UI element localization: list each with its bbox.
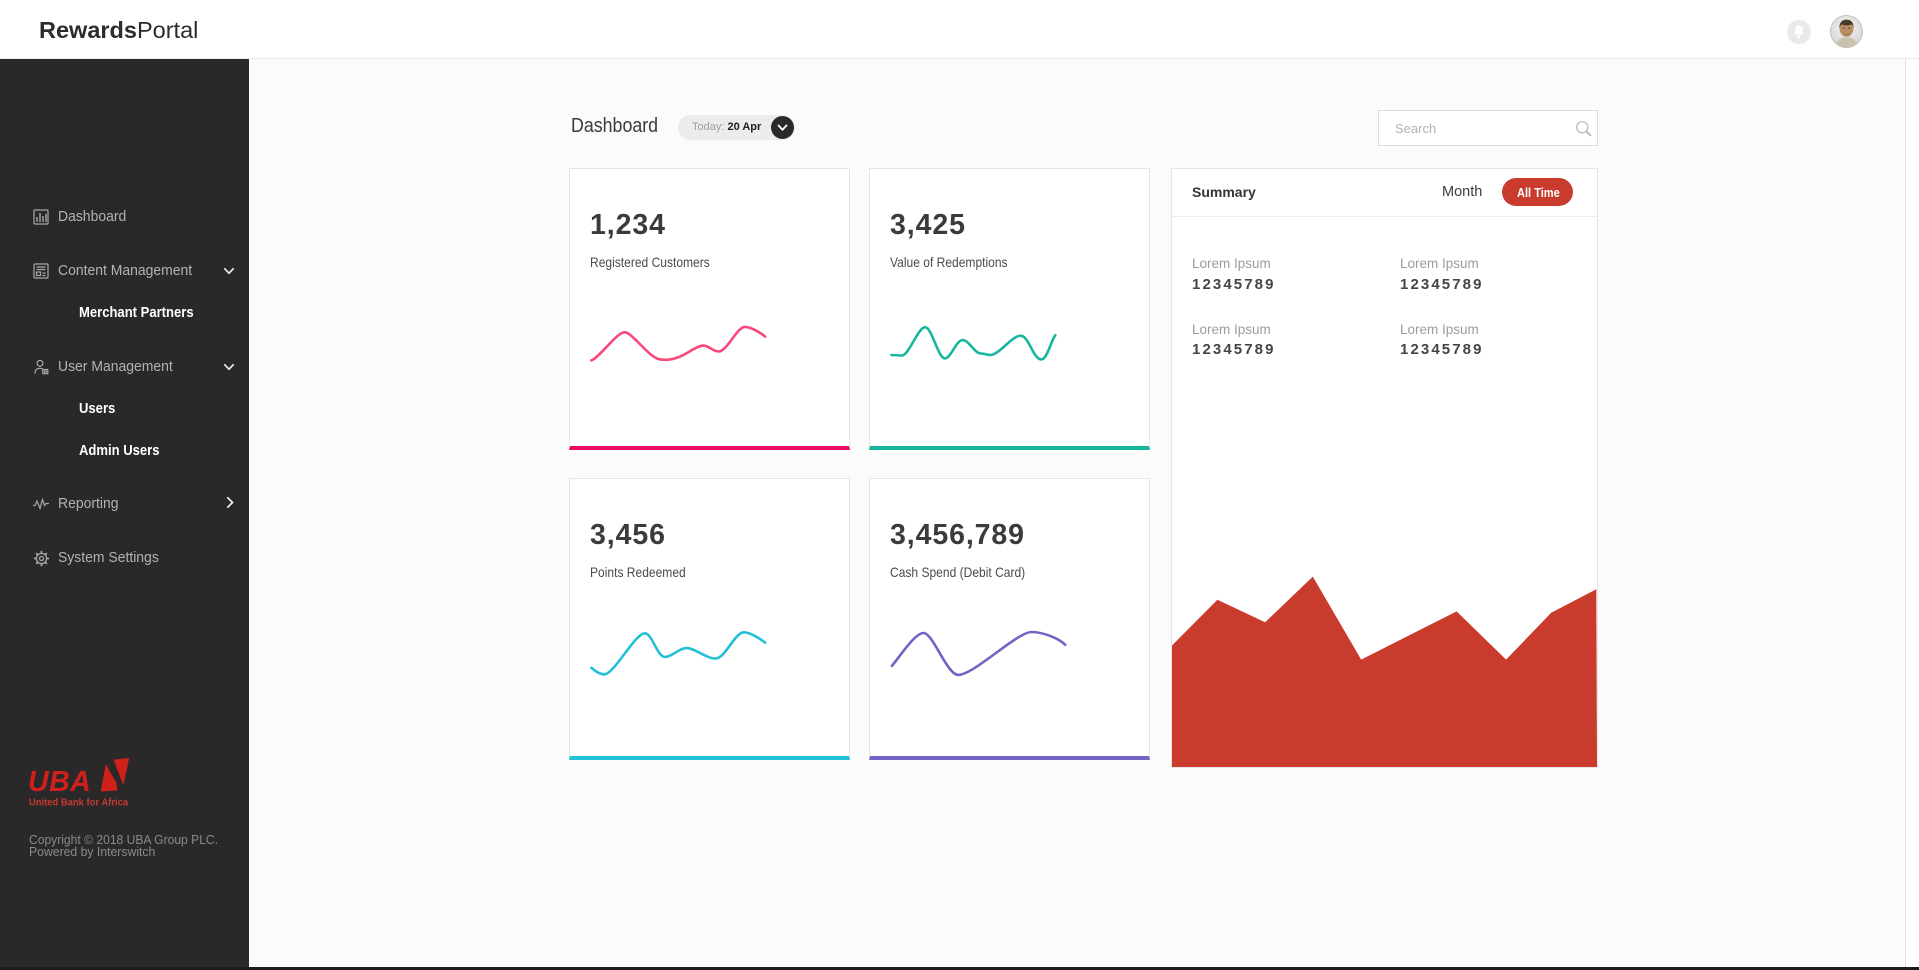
svg-text:United Bank for Africa: United Bank for Africa <box>29 797 129 809</box>
svg-text:UBA: UBA <box>28 766 91 798</box>
